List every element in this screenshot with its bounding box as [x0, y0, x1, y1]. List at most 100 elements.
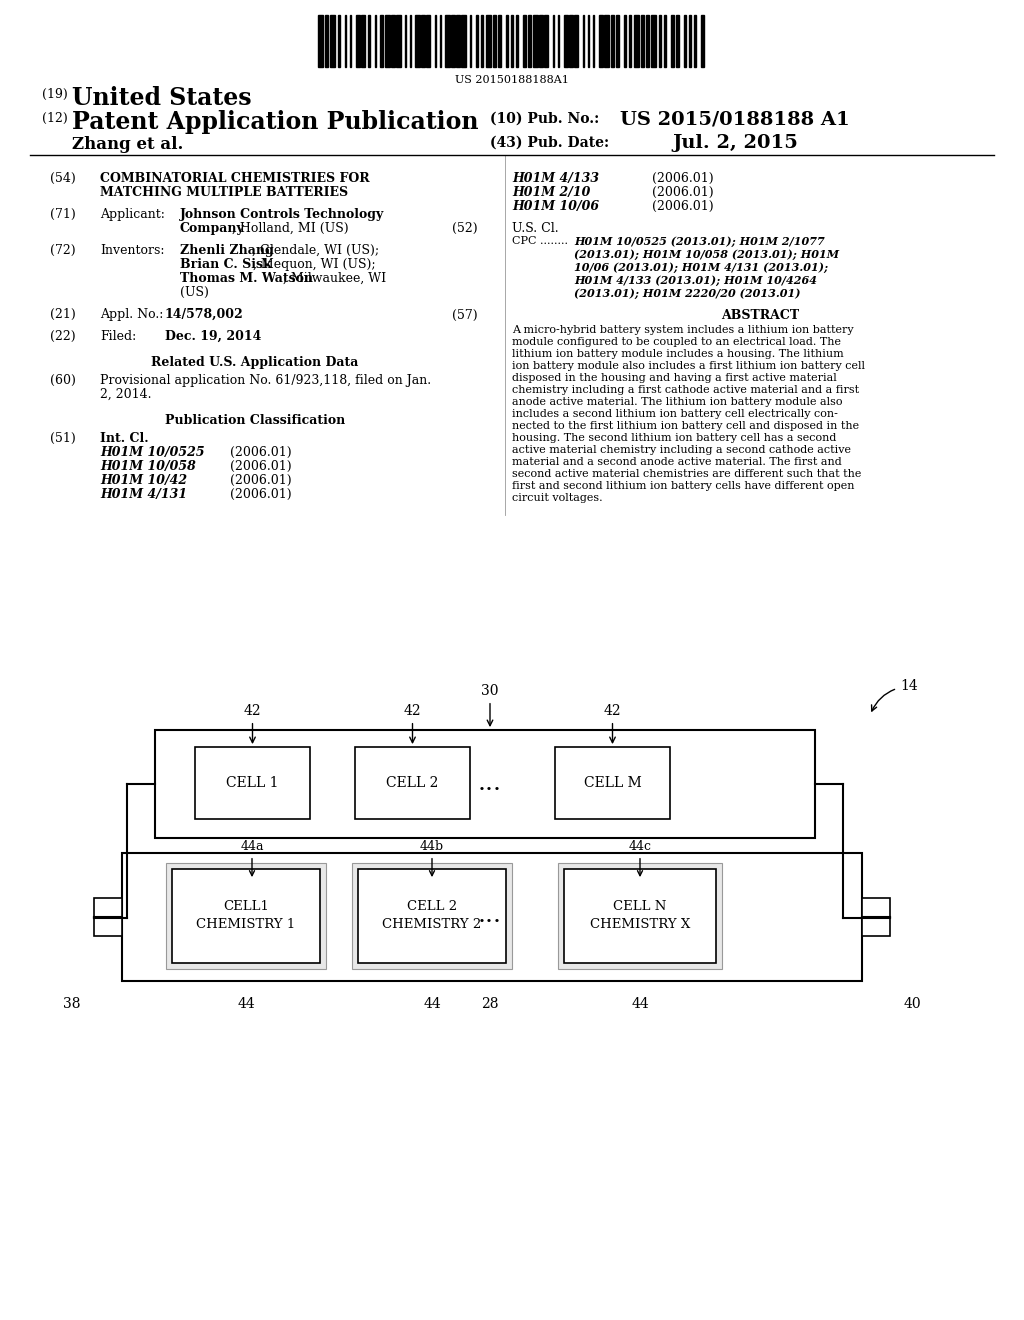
Text: A micro-hybrid battery system includes a lithium ion battery: A micro-hybrid battery system includes a… [512, 325, 854, 335]
Text: CELL 2
CHEMISTRY 2: CELL 2 CHEMISTRY 2 [382, 900, 481, 932]
Text: Zhenli Zhang: Zhenli Zhang [180, 244, 273, 257]
Bar [361, 15, 365, 67]
Text: CELL M: CELL M [584, 776, 641, 789]
Text: U.S. Cl.: U.S. Cl. [512, 222, 559, 235]
Text: 42: 42 [244, 704, 261, 743]
Text: (2013.01); H01M 10/058 (2013.01); H01M: (2013.01); H01M 10/058 (2013.01); H01M [574, 249, 839, 260]
Text: circuit voltages.: circuit voltages. [512, 492, 603, 503]
Bar [588, 15, 590, 67]
Bar [651, 15, 656, 67]
Text: (2006.01): (2006.01) [230, 446, 292, 459]
Text: Appl. No.:: Appl. No.: [100, 308, 164, 321]
Text: Company: Company [180, 222, 245, 235]
Bar [689, 15, 691, 67]
Bar [195, 747, 310, 818]
Text: (21): (21) [50, 308, 76, 321]
Bar [318, 15, 323, 67]
Text: (2006.01): (2006.01) [652, 186, 714, 199]
Bar [415, 15, 420, 67]
Bar [352, 863, 512, 969]
Text: 30: 30 [481, 684, 499, 726]
Bar [498, 15, 501, 67]
Bar [527, 15, 531, 67]
Text: 44a: 44a [241, 840, 264, 875]
Bar [532, 15, 538, 67]
Bar [439, 15, 441, 67]
Text: Patent Application Publication: Patent Application Publication [72, 110, 478, 135]
Bar [404, 15, 407, 67]
Text: (43) Pub. Date:: (43) Pub. Date: [490, 136, 609, 150]
Bar [616, 15, 620, 67]
Text: H01M 10/42: H01M 10/42 [100, 474, 187, 487]
Text: COMBINATORIAL CHEMISTRIES FOR: COMBINATORIAL CHEMISTRIES FOR [100, 172, 370, 185]
Text: anode active material. The lithium ion battery module also: anode active material. The lithium ion b… [512, 397, 843, 407]
Text: H01M 4/133: H01M 4/133 [512, 172, 599, 185]
Text: (72): (72) [50, 244, 76, 257]
Text: 10/06 (2013.01); H01M 4/131 (2013.01);: 10/06 (2013.01); H01M 4/131 (2013.01); [574, 261, 828, 273]
Text: 44: 44 [238, 997, 255, 1011]
Text: first and second lithium ion battery cells have different open: first and second lithium ion battery cel… [512, 480, 854, 491]
Text: 14: 14 [871, 678, 918, 711]
Text: H01M 10/058: H01M 10/058 [100, 459, 196, 473]
Text: chemistry including a first cathode active material and a first: chemistry including a first cathode acti… [512, 385, 859, 395]
Bar [476, 15, 478, 67]
Text: (US): (US) [180, 286, 209, 300]
Bar [558, 15, 559, 67]
Bar [555, 747, 670, 818]
Bar [523, 15, 526, 67]
Text: second active material chemistries are different such that the: second active material chemistries are d… [512, 469, 861, 479]
Text: US 20150188188A1: US 20150188188A1 [455, 75, 569, 84]
Bar [564, 869, 716, 964]
Text: 44: 44 [423, 997, 441, 1011]
Bar [635, 15, 639, 67]
Text: includes a second lithium ion battery cell electrically con-: includes a second lithium ion battery ce… [512, 409, 838, 418]
Bar [481, 15, 483, 67]
Text: (57): (57) [452, 309, 477, 322]
Bar [470, 15, 471, 67]
Text: H01M 4/131: H01M 4/131 [100, 488, 187, 502]
Bar [569, 15, 572, 67]
Text: 42: 42 [403, 704, 421, 743]
Text: CPC ........: CPC ........ [512, 236, 568, 246]
Bar [540, 15, 543, 67]
Bar [396, 15, 401, 67]
Bar [426, 15, 430, 67]
Text: (2006.01): (2006.01) [230, 488, 292, 502]
Text: CELL 2: CELL 2 [386, 776, 438, 789]
Text: (2006.01): (2006.01) [652, 201, 714, 213]
Text: 28: 28 [481, 997, 499, 1011]
Bar [444, 15, 450, 67]
Bar [506, 15, 508, 67]
Bar [452, 15, 455, 67]
Bar [380, 15, 383, 67]
Bar [358, 869, 506, 964]
Bar [94, 898, 122, 936]
Text: Brian C. Sisk: Brian C. Sisk [180, 257, 271, 271]
Bar [385, 15, 389, 67]
Bar [461, 15, 466, 67]
Text: H01M 2/10: H01M 2/10 [512, 186, 591, 199]
Bar [694, 15, 696, 67]
Text: ...: ... [478, 771, 502, 795]
Text: 38: 38 [63, 997, 81, 1011]
Bar [593, 15, 594, 67]
Bar [345, 15, 346, 67]
Text: (12): (12) [42, 112, 68, 125]
Bar [355, 747, 470, 818]
Bar [172, 869, 319, 964]
Bar [611, 15, 614, 67]
Bar [630, 15, 631, 67]
Text: H01M 10/06: H01M 10/06 [512, 201, 599, 213]
Text: Johnson Controls Technology: Johnson Controls Technology [180, 209, 384, 220]
Bar [421, 15, 425, 67]
Bar [410, 15, 412, 67]
Bar [391, 15, 394, 67]
Text: 2, 2014.: 2, 2014. [100, 388, 152, 401]
Text: (2006.01): (2006.01) [230, 474, 292, 487]
Bar [676, 15, 679, 67]
Bar [155, 730, 815, 838]
Text: (60): (60) [50, 374, 76, 387]
Bar [671, 15, 675, 67]
Text: Applicant:: Applicant: [100, 209, 165, 220]
Text: , Mequon, WI (US);: , Mequon, WI (US); [253, 257, 376, 271]
